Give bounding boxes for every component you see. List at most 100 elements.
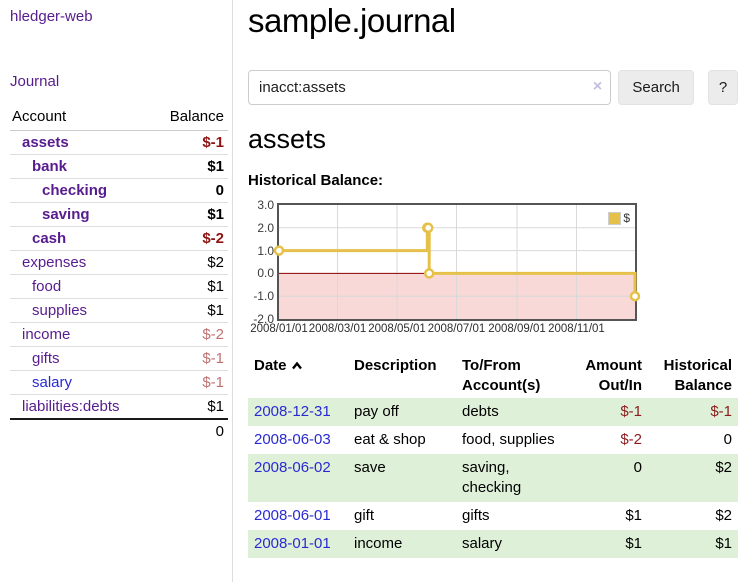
transaction-date-link[interactable]: 2008-01-01 <box>254 535 331 552</box>
account-link-liabilities-debts[interactable]: liabilities:debts <box>22 398 120 415</box>
account-row: salary $-1 <box>10 370 228 395</box>
account-link-supplies[interactable]: supplies <box>32 302 88 319</box>
search-form: × Search ? <box>248 70 738 105</box>
transaction-amount: 0 <box>572 454 648 502</box>
y-axis-labels: 3.0 2.0 1.0 0.0 -1.0 -2.0 <box>248 198 274 326</box>
accounts-table: Account Balance assets $-1 bank $1 check… <box>10 105 228 443</box>
transaction-accounts: gifts <box>462 507 490 524</box>
register-row: 2008-06-03 eat & shop food, supplies $-2… <box>248 426 738 454</box>
register-row: 2008-06-02 save saving, checking 0 $2 <box>248 454 738 502</box>
account-balance: $1 <box>152 394 228 419</box>
register-row: 2008-06-01 gift gifts $1 $2 <box>248 502 738 530</box>
accounts-header-balance: Balance <box>152 105 228 131</box>
help-button[interactable]: ? <box>708 70 738 105</box>
transaction-description: income <box>348 530 456 558</box>
chart-title: Historical Balance: <box>248 172 384 189</box>
account-link-gifts[interactable]: gifts <box>32 350 60 367</box>
account-link-food[interactable]: food <box>32 278 62 295</box>
data-point-marker <box>629 290 641 302</box>
account-row: food $1 <box>10 274 228 299</box>
y-axis-tick: 0.0 <box>257 266 274 281</box>
transaction-date-link[interactable]: 2008-06-03 <box>254 431 331 448</box>
account-balance: $-2 <box>152 226 228 251</box>
account-link-assets[interactable]: assets <box>22 134 69 151</box>
chart-plot-area: $ <box>273 203 641 321</box>
accounts-total-row: 0 <box>10 418 228 443</box>
page-title: sample.journal <box>248 2 456 39</box>
x-axis-tick: 2008/09/01 <box>488 323 546 335</box>
sort-ascending-icon <box>291 356 303 376</box>
account-link-salary[interactable]: salary <box>32 374 73 391</box>
transaction-description: gift <box>354 507 375 524</box>
account-balance: $2 <box>152 250 228 275</box>
transaction-date-link[interactable]: 2008-06-02 <box>254 459 331 476</box>
account-row: bank $1 <box>10 154 228 179</box>
x-axis-tick: 2008/03/01 <box>308 323 367 335</box>
account-row: liabilities:debts $1 <box>10 394 228 419</box>
account-row: expenses $2 <box>10 250 228 275</box>
legend-label: $ <box>623 211 630 225</box>
search-button[interactable]: Search <box>618 70 695 105</box>
data-point-marker <box>423 268 435 279</box>
accounts-total-value: 0 <box>152 418 228 443</box>
transaction-amount: $1 <box>572 530 648 558</box>
transaction-accounts: saving, checking <box>456 454 572 502</box>
x-axis-labels: 2008/01/01 2008/03/01 2008/05/01 2008/07/01… <box>250 323 635 338</box>
account-row: cash $-2 <box>10 226 228 251</box>
account-link-saving[interactable]: saving <box>42 206 90 223</box>
account-row: saving $1 <box>10 202 228 227</box>
search-input[interactable] <box>248 70 612 105</box>
chart-legend: $ <box>608 211 630 225</box>
x-axis-tick: 2008/07/01 <box>427 323 486 335</box>
x-axis-tick: 2008/11/01 <box>548 323 605 335</box>
transaction-amount: $-1 <box>572 398 648 426</box>
transaction-date-link[interactable]: 2008-06-01 <box>254 507 331 524</box>
y-axis-tick: 1.0 <box>257 243 274 258</box>
data-point-marker <box>422 222 434 234</box>
register-table: Date Description To/From Account(s) Amou… <box>248 354 738 558</box>
transaction-amount: $-2 <box>620 431 642 448</box>
x-axis-tick: 2008/01/01 <box>250 323 308 335</box>
register-header-accounts: To/From Account(s) <box>462 357 541 394</box>
transaction-balance: 0 <box>723 431 732 448</box>
account-row: assets $-1 <box>10 131 228 155</box>
account-balance: $1 <box>152 154 228 179</box>
transaction-description: save <box>348 454 456 502</box>
x-axis-tick: 2008/05/01 <box>368 323 426 335</box>
chart-svg <box>273 205 641 319</box>
account-balance: 0 <box>152 178 228 203</box>
app-brand-link[interactable]: hledger-web <box>10 8 93 25</box>
account-link-bank[interactable]: bank <box>32 158 68 175</box>
account-balance: $-1 <box>202 134 224 151</box>
register-header-balance: Historical Balance <box>663 357 732 394</box>
register-header-row: Date Description To/From Account(s) Amou… <box>248 354 738 398</box>
account-heading: assets <box>248 124 327 154</box>
sidebar-item-journal[interactable]: Journal <box>10 73 60 90</box>
account-link-income[interactable]: income <box>22 326 71 343</box>
register-header-description: Description <box>354 357 437 374</box>
transaction-date-link[interactable]: 2008-12-31 <box>254 403 331 420</box>
y-axis-tick: -1.0 <box>253 289 274 304</box>
account-link-cash[interactable]: cash <box>32 230 67 247</box>
account-row: checking 0 <box>10 178 228 203</box>
account-row: gifts $-1 <box>10 346 228 371</box>
main-content: sample.journal × Search ? assets Histori… <box>248 0 738 558</box>
y-axis-tick: -2.0 <box>253 312 274 326</box>
account-balance: $-1 <box>152 346 228 371</box>
transaction-accounts: debts <box>456 398 572 426</box>
balance-chart: 3.0 2.0 1.0 0.0 -1.0 -2.0 $ 2008/01/01 2008/03… <box>248 198 738 338</box>
account-balance: $1 <box>152 274 228 299</box>
accounts-header-account: Account <box>10 105 153 131</box>
account-balance: $1 <box>152 298 228 323</box>
register-row: 2008-01-01 income salary $1 $1 <box>248 530 738 558</box>
account-balance: $1 <box>152 202 228 227</box>
account-link-expenses[interactable]: expenses <box>22 254 87 271</box>
transaction-balance: $2 <box>715 507 732 524</box>
y-axis-tick: 3.0 <box>257 198 274 212</box>
register-header-date[interactable]: Date <box>248 354 348 398</box>
clear-search-icon[interactable]: × <box>592 78 603 95</box>
transaction-balance: $1 <box>648 530 738 558</box>
account-row: income $-2 <box>10 322 228 347</box>
transaction-accounts: food, supplies <box>462 431 555 448</box>
account-link-checking[interactable]: checking <box>42 182 108 199</box>
